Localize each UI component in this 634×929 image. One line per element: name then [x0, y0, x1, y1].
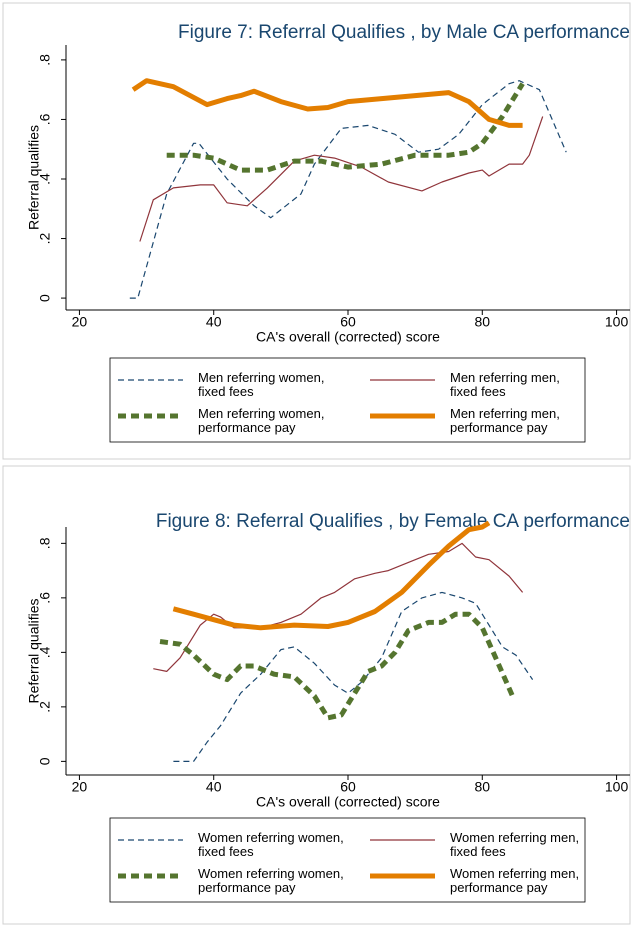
legend-label: Men referring women, fixed fees — [198, 370, 325, 399]
x-tick-label: 20 — [72, 779, 88, 795]
legend-label: Women referring men, fixed fees — [450, 830, 580, 859]
y-tick-label: .2 — [37, 232, 53, 244]
y-tick-label: .8 — [37, 537, 53, 549]
y-axis-label: Referral qualifies — [26, 125, 42, 230]
series-line — [131, 78, 523, 128]
x-tick-label: 20 — [72, 314, 88, 330]
legend-label: Women referring women, fixed fees — [198, 830, 344, 859]
x-tick-label: 100 — [605, 314, 629, 330]
x-tick-label: 40 — [206, 779, 222, 795]
series-line — [166, 82, 525, 173]
legend-label: Men referring women, performance pay — [198, 406, 325, 435]
chart-title: Figure 7: Referral Qualifies , by Male C… — [178, 22, 630, 43]
series-line — [129, 80, 567, 299]
y-tick-label: 0 — [37, 757, 53, 765]
y-tick-label: 0 — [37, 294, 53, 302]
series-line — [159, 611, 515, 721]
series-line — [139, 116, 544, 242]
x-tick-label: 80 — [474, 314, 490, 330]
x-tick-label: 60 — [340, 779, 356, 795]
legend-label: Women referring men, performance pay — [450, 866, 580, 895]
y-tick-label: .8 — [37, 54, 53, 66]
series-line — [173, 591, 534, 762]
series-line — [172, 520, 491, 631]
legend-label: Men referring men, fixed fees — [450, 370, 560, 399]
legend-label: Men referring men, performance pay — [450, 406, 560, 435]
legend-label: Women referring women, performance pay — [198, 866, 344, 895]
x-tick-label: 40 — [206, 314, 222, 330]
legend-box — [109, 817, 586, 903]
x-tick-label: 80 — [474, 779, 490, 795]
x-axis-label: CA's overall (corrected) score — [256, 794, 440, 810]
x-tick-label: 100 — [605, 779, 629, 795]
x-tick-label: 60 — [340, 314, 356, 330]
y-tick-label: .4 — [37, 646, 53, 658]
y-tick-label: .6 — [37, 592, 53, 604]
y-axis-label: Referral qualifies — [26, 598, 42, 703]
y-tick-label: .4 — [37, 173, 53, 185]
legend-box — [109, 357, 586, 443]
chart-title: Figure 8: Referral Qualifies , by Female… — [156, 511, 630, 532]
x-axis-label: CA's overall (corrected) score — [256, 329, 440, 345]
y-tick-label: .2 — [37, 701, 53, 713]
y-tick-label: .6 — [37, 113, 53, 125]
